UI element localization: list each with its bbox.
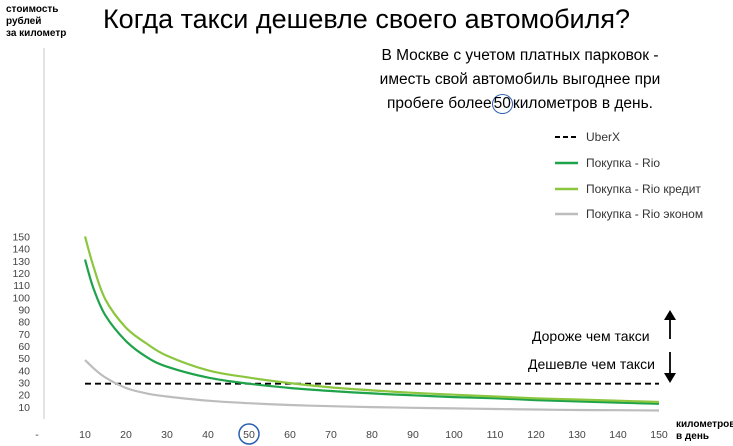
- annotation-line-3-before: пробеге более: [387, 95, 492, 112]
- x-axis-label-line-2: в день: [676, 431, 710, 442]
- y-tick-label: 10: [18, 402, 30, 414]
- x-tick-label: 140: [609, 429, 627, 441]
- y-axis-label-line-3: за километр: [6, 28, 67, 39]
- y-axis-label-line-2: рублей: [6, 16, 42, 27]
- x-tick-label: 70: [325, 429, 337, 441]
- x-tick-label: 40: [202, 429, 214, 441]
- legend-entry-label: UberX: [586, 130, 620, 144]
- x-tick-label: 90: [407, 429, 419, 441]
- band-label-below: Дешевле чем такси: [528, 356, 655, 372]
- y-tick-label: 110: [13, 280, 30, 292]
- y-tick-label: 50: [18, 353, 30, 365]
- legend-entry-label: Покупка - Rio эконом: [586, 207, 703, 221]
- arrow-down-head: [664, 373, 676, 383]
- arrow-up-head: [664, 310, 676, 320]
- x-tick-label: 150: [650, 429, 668, 441]
- annotation-line-3: пробеге более 50 километров в день.: [340, 92, 700, 116]
- series-line: [83, 259, 660, 405]
- y-tick-label: 40: [18, 365, 30, 377]
- x-tick-highlight-circle: [238, 423, 260, 445]
- y-tick-label: 140: [12, 244, 30, 256]
- x-tick-label: 10: [79, 429, 91, 441]
- y-tick-label: 70: [18, 329, 30, 341]
- series-lines: [83, 236, 660, 412]
- chart-title: Когда такси дешевле своего автомобиля?: [102, 4, 631, 34]
- annotation-circled-number: 50: [491, 94, 513, 114]
- series-line: [83, 236, 660, 404]
- x-tick-label: 120: [527, 429, 545, 441]
- x-tick-label: 130: [568, 429, 586, 441]
- y-tick-label: 100: [12, 292, 30, 304]
- annotation-line-3-after: километров в день.: [512, 95, 653, 112]
- y-tick-label: 130: [12, 256, 30, 268]
- y-axis-label-line-1: стоимость: [6, 4, 59, 15]
- x-tick-label: -: [35, 429, 39, 441]
- legend-entry-label: Покупка - Rio: [586, 156, 660, 170]
- y-tick-label: 30: [18, 377, 30, 389]
- y-tick-label: 20: [18, 390, 30, 402]
- y-tick-label: 80: [18, 317, 30, 329]
- x-tick-label: 110: [487, 429, 504, 441]
- annotation-line-1: В Москве с учетом платных парковок -: [381, 47, 659, 64]
- annotation-text: В Москве с учетом платных парковок - име…: [340, 44, 700, 116]
- band-arrows: [664, 310, 676, 383]
- y-tick-label: 60: [18, 341, 30, 353]
- y-tick-label: 150: [12, 231, 30, 243]
- legend: UberX Покупка - Rio Покупка - Rio кредит По…: [555, 130, 703, 221]
- legend-entry-label: Покупка - Rio кредит: [586, 182, 701, 196]
- x-tick-label: 80: [366, 429, 378, 441]
- y-tick-label: 120: [12, 268, 30, 280]
- band-label-above: Дороже чем такси: [532, 328, 650, 344]
- series-line: [84, 359, 660, 412]
- annotation-line-2: иместь свой автомобиль выгоднее при: [379, 71, 661, 88]
- x-tick-label: 60: [284, 429, 296, 441]
- x-tick-label: 100: [445, 429, 463, 441]
- x-tick-label: 50: [243, 429, 255, 441]
- x-tick-label: 30: [161, 429, 173, 441]
- y-tick-label: 90: [18, 304, 30, 316]
- x-tick-label: 20: [120, 429, 132, 441]
- x-axis-label-line-1: километров: [676, 419, 733, 430]
